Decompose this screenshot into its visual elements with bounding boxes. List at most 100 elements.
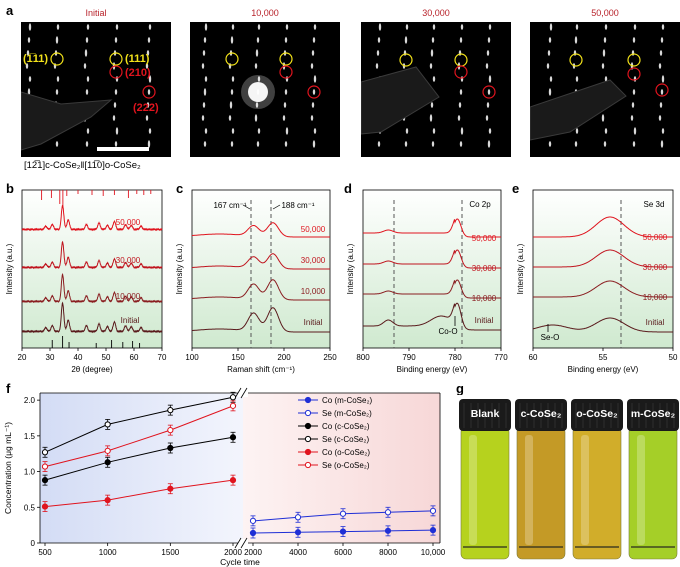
raman-level-initial: Initial (304, 318, 323, 327)
co2p-panel: Co 2p 50,000 30,000 10,000 Initial Co-O … (346, 189, 508, 374)
diffraction-spot (376, 50, 380, 56)
co2p-level-50000: 50,000 (472, 234, 497, 243)
diffraction-spot (658, 115, 662, 121)
ring-yellow (569, 53, 583, 67)
diffraction-spot (633, 76, 637, 82)
ed-pattern-50000 (530, 22, 680, 157)
ed-title-30000: 30,000 (422, 8, 450, 18)
vial-highlight (581, 435, 589, 545)
legend-label: Se (m-CoSe₂) (322, 409, 372, 418)
co2p-level-initial: Initial (475, 316, 494, 325)
diffraction-spot (86, 128, 90, 134)
vial-highlight (637, 435, 645, 545)
diffraction-spot (487, 37, 491, 43)
diffraction-spot (230, 141, 234, 147)
y-tick-label: 0.5 (24, 503, 36, 512)
legend-label: Co (o-CoSe₂) (322, 448, 370, 457)
diffraction-spot (112, 115, 116, 121)
diffraction-spot (114, 141, 118, 147)
spectrum-line (192, 307, 330, 333)
diffraction-spot (575, 128, 579, 134)
vial-liquid (516, 426, 566, 560)
diffraction-spot (603, 37, 607, 43)
series-line (44, 396, 234, 453)
diffraction-spot (574, 36, 578, 44)
xrd-level-30000: 30,000 (116, 256, 141, 265)
vial-label: c-CoSe₂ (521, 408, 562, 420)
chart-series (41, 391, 437, 539)
data-point (294, 529, 302, 536)
diffraction-spot (375, 63, 379, 69)
diffraction-spot (284, 89, 288, 95)
x-tick-label: 2000 (224, 548, 242, 557)
diffraction-spot (460, 127, 464, 135)
tick-label: 790 (402, 353, 416, 362)
diffraction-spot (202, 102, 206, 108)
raman-annotation-188: 188 cm⁻¹ (281, 201, 314, 210)
diffraction-spot (56, 24, 60, 30)
diffraction-spot (630, 115, 634, 121)
legend-label: Co (m-CoSe₂) (322, 396, 373, 405)
spectrum-line (363, 302, 501, 331)
diffraction-spot (547, 50, 551, 56)
diffraction-spot (429, 63, 433, 69)
diffraction-spot (147, 37, 151, 43)
data-point (294, 514, 302, 521)
ring-yellow (279, 52, 293, 66)
co2p-curves (363, 218, 501, 331)
data-point (167, 427, 174, 434)
diffraction-spot (485, 115, 489, 121)
diffraction-spot (430, 49, 434, 57)
panel-label-d: d (344, 181, 352, 196)
diffraction-spot (148, 75, 152, 83)
tick-label: 150 (231, 353, 245, 362)
diffraction-spot (55, 89, 59, 95)
chart-bg-left (40, 393, 243, 543)
xrd-level-initial: Initial (121, 316, 140, 325)
data-point (104, 447, 111, 454)
tick-label: 30 (46, 353, 55, 362)
diffraction-spot (55, 141, 59, 147)
ed-title-10000: 10,000 (251, 8, 279, 18)
diffraction-spot (27, 37, 31, 43)
diffraction-spot (548, 141, 552, 147)
diffraction-spot (405, 128, 409, 134)
spectrum-line (363, 249, 501, 269)
x-tick-label: 6000 (334, 548, 352, 557)
diffraction-spot (601, 114, 605, 122)
legend-marker (304, 409, 312, 417)
diffraction-spot (404, 141, 408, 147)
diffraction-spot (486, 50, 490, 56)
diffraction-spot (257, 76, 261, 82)
se3d-level-30000: 30,000 (643, 263, 668, 272)
tick-label: 770 (494, 353, 508, 362)
diffraction-spot (283, 102, 287, 108)
data-point (104, 421, 111, 428)
label-o222: (222) (133, 102, 159, 114)
ring-red (627, 67, 641, 81)
diffraction-spot (546, 63, 550, 69)
x-tick-label: 1000 (99, 548, 117, 557)
spectrum-line (21, 273, 163, 304)
vial-liquid (628, 426, 678, 560)
beam-stop (530, 79, 627, 141)
diffraction-spot (575, 76, 579, 82)
y-tick-label: 1.0 (24, 468, 36, 477)
x-tick-label: 500 (38, 548, 52, 557)
raman-xlabel: Raman shift (cm⁻¹) (227, 365, 295, 374)
dissolution-chart: 0 0.5 1.0 1.5 2.0 500 1000 1500 2000 2000 4000 600… (3, 387, 446, 567)
raman-level-50000: 50,000 (301, 225, 326, 234)
diffraction-spot (231, 76, 235, 82)
diffraction-spot (257, 128, 261, 134)
co2p-frame (362, 189, 502, 349)
y-tick-label: 0 (31, 539, 36, 548)
diffraction-spot (28, 23, 32, 31)
tick-label: 780 (448, 353, 462, 362)
diffraction-spot (230, 36, 234, 44)
diffraction-spot (285, 24, 289, 30)
diffraction-spot (145, 115, 149, 121)
diffraction-spot (56, 76, 60, 82)
tick-label: 250 (323, 353, 337, 362)
data-point (339, 510, 347, 517)
axis-break (234, 387, 248, 549)
